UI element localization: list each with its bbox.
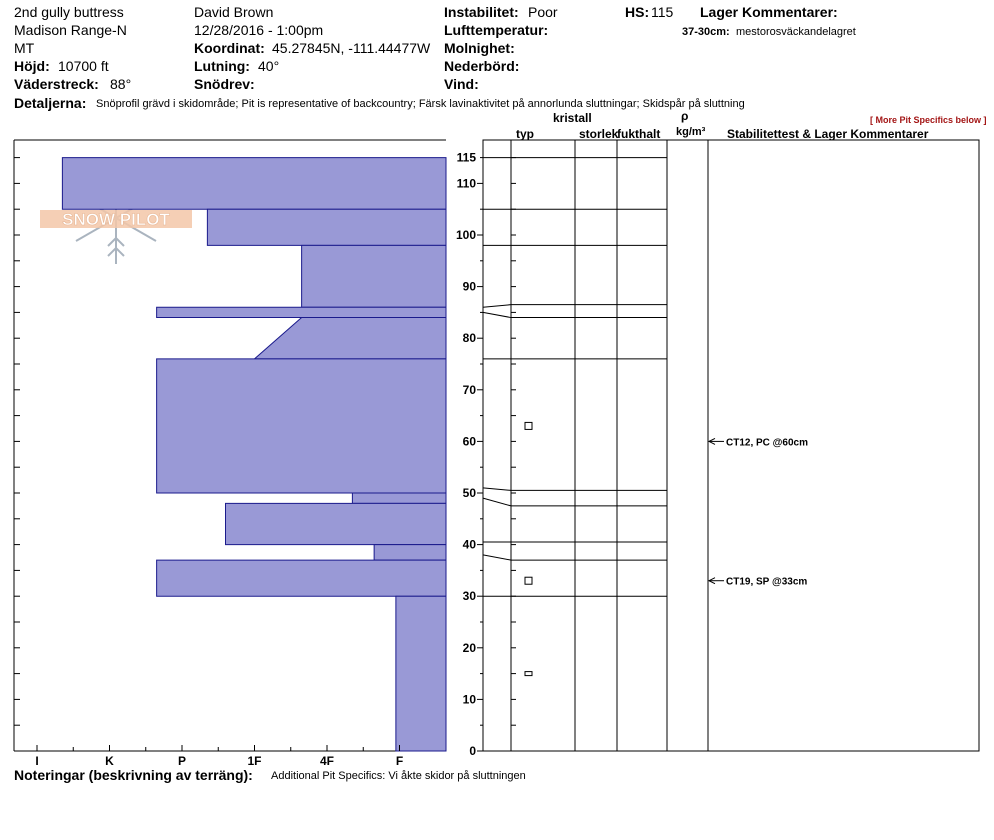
depth-label: 70 — [463, 383, 477, 397]
observer-name: David Brown — [194, 4, 274, 20]
boundary-connector — [482, 554, 512, 561]
hardness-label: K — [105, 754, 114, 768]
depth-label: 80 — [463, 331, 477, 345]
hardness-label: P — [178, 754, 186, 768]
layer-comment-key: 37-30cm: — [682, 26, 730, 38]
elevation-value: 10700 ft — [58, 58, 109, 74]
notes-value: Additional Pit Specifics: Vi åkte skidor… — [271, 770, 526, 782]
depth-label: 100 — [456, 228, 476, 242]
depth-label: 20 — [463, 641, 477, 655]
col-density-unit: kg/m³ — [676, 126, 706, 138]
hardness-layer-4 — [253, 317, 447, 360]
depth-label: 10 — [463, 692, 477, 706]
range-name: Madison Range-N — [14, 22, 127, 38]
sky-label: Molnighet: — [444, 40, 515, 56]
hardness-layer-1 — [206, 208, 447, 246]
elevation-label: Höjd: — [14, 58, 50, 74]
hardness-layer-3 — [156, 306, 447, 319]
boundary-connector — [482, 304, 512, 308]
wind-label: Vind: — [444, 76, 479, 92]
crystal-marker — [524, 671, 533, 677]
stability-arrow-head — [707, 437, 716, 445]
depth-label: 90 — [463, 280, 477, 294]
precip-label: Nederbörd: — [444, 58, 520, 74]
instability-label: Instabilitet: — [444, 4, 519, 20]
boundary-connector — [482, 311, 512, 319]
logo-text: SNOW PILOT — [62, 210, 170, 229]
depth-label: 50 — [463, 486, 477, 500]
details-value: Snöprofil grävd i skidområde; Pit is rep… — [96, 98, 745, 110]
aspect-value: 88° — [110, 76, 132, 92]
stability-test-label: CT19, SP @33cm — [726, 577, 807, 588]
hs-label: HS: — [625, 4, 650, 20]
layer-comments-label: Lager Kommentarer: — [700, 4, 838, 20]
drift-label: Snödrev: — [194, 76, 255, 92]
hardness-layer-8 — [373, 544, 447, 561]
col-typ: typ — [516, 127, 534, 141]
depth-label: 110 — [457, 176, 477, 190]
details-label: Detaljerna: — [14, 95, 87, 111]
col-storlek: storlek — [579, 127, 619, 141]
site-name: 2nd gully buttress — [14, 4, 124, 20]
depth-label: 40 — [463, 538, 477, 552]
depth-label: 30 — [463, 589, 477, 603]
hardness-layer-5 — [156, 358, 447, 494]
hs-value: 115 — [651, 4, 674, 20]
hardness-label: I — [35, 754, 38, 768]
instability-value: Poor — [528, 4, 558, 20]
hardness-label: 4F — [320, 754, 334, 768]
stability-arrow-head — [707, 577, 716, 585]
depth-label: 60 — [463, 434, 477, 448]
crystal-marker — [524, 421, 533, 430]
slope-label: Lutning: — [194, 58, 250, 74]
hardness-layer-0 — [61, 157, 447, 210]
airtemp-label: Lufttemperatur: — [444, 22, 549, 38]
hardness-layer-9 — [156, 559, 447, 597]
col-fukthalt: fukthalt — [617, 127, 661, 141]
hardness-layer-10 — [395, 595, 447, 752]
state-name: MT — [14, 40, 35, 56]
coordinate-label: Koordinat: — [194, 40, 265, 56]
col-stability: Stabilitettest & Lager Kommentarer — [727, 127, 929, 141]
hardness-layer-2 — [301, 244, 447, 308]
hardness-label: 1F — [247, 754, 261, 768]
notes-label: Noteringar (beskrivning av terräng): — [14, 767, 253, 783]
crystal-marker — [524, 576, 533, 585]
depth-label: 115 — [457, 151, 477, 165]
layer-table: 0 10 20 30 40 50 60 70 80 90 100 110 115 CT12, PC @60… — [456, 139, 980, 758]
col-kristall: kristall — [553, 111, 592, 125]
hardness-layer-7 — [225, 502, 447, 546]
layer-comment-value: mestorosväckandelagret — [736, 26, 856, 38]
coordinate-value: 45.27845N, -111.44477W — [272, 40, 431, 56]
table-frame — [482, 139, 980, 752]
slope-value: 40° — [258, 58, 280, 74]
hardness-layer-6 — [351, 492, 447, 504]
col-rho: ρ — [681, 109, 689, 123]
observation-datetime: 12/28/2016 - 1:00pm — [194, 22, 324, 38]
more-specifics-link[interactable]: [ More Pit Specifics below ] — [870, 115, 987, 125]
boundary-connector — [482, 487, 512, 491]
boundary-connector — [482, 497, 512, 507]
aspect-label: Väderstreck: — [14, 76, 99, 92]
hardness-label: F — [396, 754, 403, 768]
stability-test-label: CT12, PC @60cm — [726, 437, 808, 448]
depth-label: 0 — [469, 744, 476, 758]
hardness-plot: I K P 1F 4F F — [13, 139, 447, 768]
